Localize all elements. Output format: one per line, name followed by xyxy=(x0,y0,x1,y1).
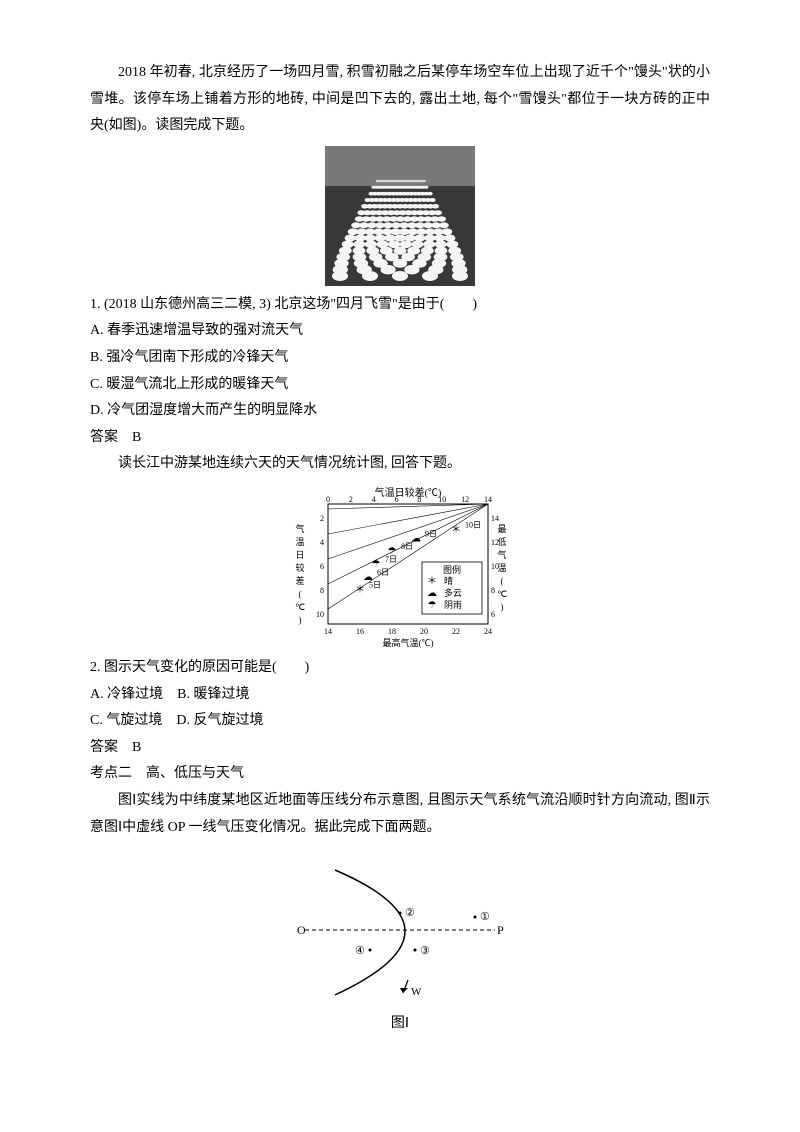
figure-1: O P ① ② ③ ④ W xyxy=(90,855,710,1005)
svg-text:4: 4 xyxy=(320,538,324,547)
svg-text:O: O xyxy=(297,923,306,937)
svg-text:☁: ☁ xyxy=(411,533,421,544)
q1-option-b: B. 强冷气团南下形成的冷锋天气 xyxy=(90,345,710,372)
svg-text:2: 2 xyxy=(320,514,324,523)
svg-text:P: P xyxy=(497,923,504,937)
svg-text:14: 14 xyxy=(324,627,332,636)
svg-text:温: 温 xyxy=(295,537,304,547)
svg-text:＊: ＊ xyxy=(427,576,437,587)
svg-text:☁: ☁ xyxy=(363,572,373,583)
svg-text:℃: ℃ xyxy=(295,602,305,612)
svg-text:℃: ℃ xyxy=(497,589,507,599)
svg-text:多云: 多云 xyxy=(444,587,462,598)
svg-text:18: 18 xyxy=(388,627,396,636)
svg-text:9日: 9日 xyxy=(425,529,437,538)
svg-text:气温日较差(℃): 气温日较差(℃) xyxy=(375,486,442,499)
svg-text:W: W xyxy=(411,986,422,998)
svg-text:10: 10 xyxy=(491,562,499,571)
q2-options-cd: C. 气旋过境 D. 反气旋过境 xyxy=(90,708,710,735)
svg-text:＊: ＊ xyxy=(451,525,461,536)
passage2-intro: 读长江中游某地连续六天的天气情况统计图, 回答下题。 xyxy=(90,451,710,478)
svg-text:4: 4 xyxy=(372,495,376,504)
svg-text:较: 较 xyxy=(295,562,304,573)
svg-text:0: 0 xyxy=(326,495,330,504)
svg-text:22: 22 xyxy=(452,627,460,636)
svg-text:☂: ☂ xyxy=(372,559,381,570)
svg-text:14: 14 xyxy=(484,495,492,504)
svg-text:＊: ＊ xyxy=(355,585,365,596)
svg-text:12: 12 xyxy=(461,495,469,504)
svg-text:20: 20 xyxy=(420,627,428,636)
svg-text:气: 气 xyxy=(497,549,506,560)
svg-text:6: 6 xyxy=(491,610,495,619)
svg-text:(: ( xyxy=(501,576,504,586)
svg-text:8: 8 xyxy=(491,586,495,595)
q1-option-d: D. 冷气团湿度增大而产生的明显降水 xyxy=(90,398,710,425)
page: 2018 年初春, 北京经历了一场四月雪, 积雪初融之后某停车场空车位上出现了近… xyxy=(0,0,800,1132)
svg-text:☂: ☂ xyxy=(428,600,437,611)
svg-text:8: 8 xyxy=(417,495,421,504)
passage1-image xyxy=(90,146,710,286)
svg-text:差: 差 xyxy=(295,575,304,586)
svg-text:14: 14 xyxy=(491,514,499,523)
svg-text:①: ① xyxy=(480,911,490,923)
passage2-chart: 气温日较差(℃)02468101214141618202224最高气温(℃)气温… xyxy=(90,484,710,649)
svg-text:10日: 10日 xyxy=(465,521,481,530)
q1-answer: 答案 B xyxy=(90,425,710,452)
svg-text:16: 16 xyxy=(356,627,364,636)
svg-text:): ) xyxy=(501,602,504,612)
section2-heading: 考点二 高、低压与天气 xyxy=(90,761,710,788)
q1-option-c: C. 暖湿气流北上形成的暖锋天气 xyxy=(90,372,710,399)
section2-intro: 图Ⅰ实线为中纬度某地区近地面等压线分布示意图, 且图示天气系统气流沿顺时针方向流… xyxy=(90,788,710,841)
svg-text:24: 24 xyxy=(484,627,492,636)
svg-text:(: ( xyxy=(299,589,302,599)
svg-text:10: 10 xyxy=(438,495,446,504)
q1-stem: 1. (2018 山东德州高三二模, 3) 北京这场"四月飞雪"是由于( ) xyxy=(90,292,710,319)
q1-option-a: A. 春季迅速增温导致的强对流天气 xyxy=(90,318,710,345)
q2-answer: 答案 B xyxy=(90,735,710,762)
svg-text:③: ③ xyxy=(420,945,430,957)
svg-text:☂: ☂ xyxy=(388,546,397,557)
svg-text:晴: 晴 xyxy=(444,575,453,586)
q2-stem: 2. 图示天气变化的原因可能是( ) xyxy=(90,655,710,682)
figure-1-caption: 图Ⅰ xyxy=(90,1011,710,1038)
svg-text:12: 12 xyxy=(491,538,499,547)
svg-text:图例: 图例 xyxy=(443,564,461,575)
q2-options-ab: A. 冷锋过境 B. 暖锋过境 xyxy=(90,682,710,709)
svg-text:日: 日 xyxy=(295,550,304,560)
svg-text:气: 气 xyxy=(295,523,304,534)
svg-text:②: ② xyxy=(405,907,415,919)
svg-text:2: 2 xyxy=(349,495,353,504)
svg-text:): ) xyxy=(299,615,302,625)
svg-text:10: 10 xyxy=(316,610,324,619)
svg-text:6: 6 xyxy=(395,495,399,504)
svg-text:8: 8 xyxy=(320,586,324,595)
svg-text:最: 最 xyxy=(497,524,506,534)
passage1-intro: 2018 年初春, 北京经历了一场四月雪, 积雪初融之后某停车场空车位上出现了近… xyxy=(90,60,710,140)
svg-text:☁: ☁ xyxy=(427,588,437,599)
svg-text:阴雨: 阴雨 xyxy=(444,600,462,610)
svg-text:④: ④ xyxy=(355,945,365,957)
svg-text:6: 6 xyxy=(320,562,324,571)
svg-text:最高气温(℃): 最高气温(℃) xyxy=(383,637,434,648)
